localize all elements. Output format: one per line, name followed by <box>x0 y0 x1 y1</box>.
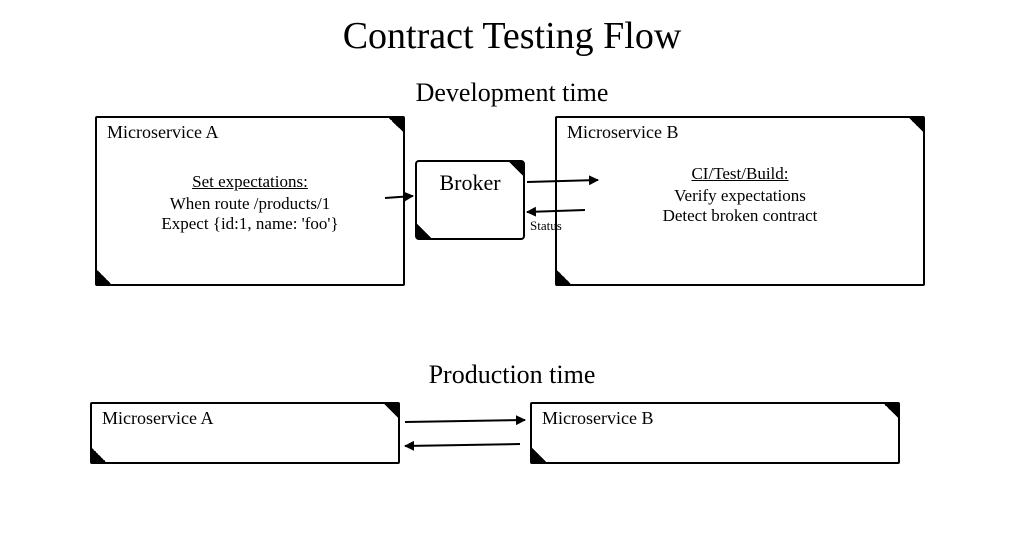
status-label: Status <box>530 218 562 234</box>
dev-service-a-body-header: Set expectations: <box>192 172 308 192</box>
main-title: Contract Testing Flow <box>0 14 1024 58</box>
dev-service-a-body: Set expectations: When route /products/1… <box>97 172 403 234</box>
dev-section-title: Development time <box>0 78 1024 108</box>
arrow-prod-b-to-a <box>405 444 520 446</box>
dev-service-b-body: CI/Test/Build: Verify expectations Detec… <box>557 164 923 226</box>
dev-service-a-label: Microservice A <box>107 122 218 143</box>
dev-service-a-body-line-1: Expect {id:1, name: 'foo'} <box>97 214 403 234</box>
dev-service-a-body-line-0: When route /products/1 <box>97 194 403 214</box>
arrow-prod-a-to-b <box>405 420 525 422</box>
prod-service-a-box: Microservice A <box>90 402 400 464</box>
prod-service-b-label: Microservice B <box>542 408 653 429</box>
dev-service-b-body-line-1: Detect broken contract <box>557 206 923 226</box>
prod-service-a-label: Microservice A <box>102 408 213 429</box>
dev-service-b-box: Microservice B CI/Test/Build: Verify exp… <box>555 116 925 286</box>
dev-broker-box: Broker <box>415 160 525 240</box>
dev-service-b-body-line-0: Verify expectations <box>557 186 923 206</box>
dev-service-b-label: Microservice B <box>567 122 678 143</box>
prod-section-title: Production time <box>0 360 1024 390</box>
dev-service-b-body-header: CI/Test/Build: <box>691 164 788 184</box>
dev-service-a-box: Microservice A Set expectations: When ro… <box>95 116 405 286</box>
dev-broker-label: Broker <box>439 170 500 195</box>
prod-service-b-box: Microservice B <box>530 402 900 464</box>
